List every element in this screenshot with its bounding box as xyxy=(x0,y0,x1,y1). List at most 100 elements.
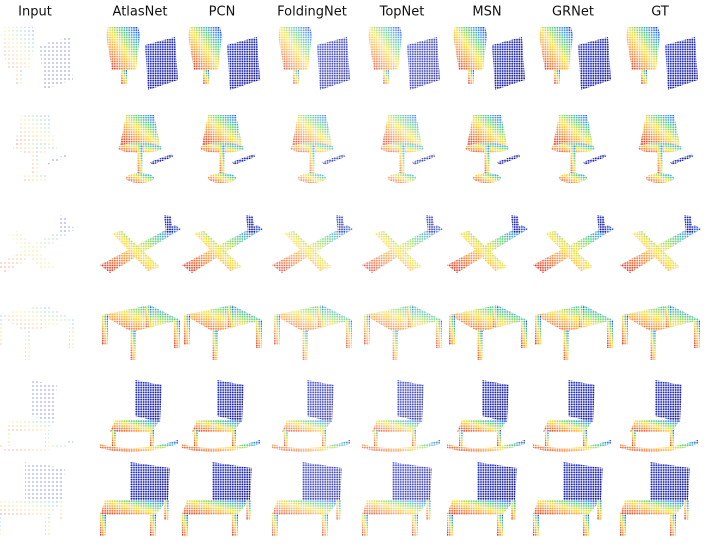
cloud-part xyxy=(646,173,674,183)
cloud-part xyxy=(202,115,242,145)
cloud-part xyxy=(447,440,525,453)
point-cloud xyxy=(362,215,443,273)
cloud-part xyxy=(364,305,442,332)
cloud-part xyxy=(45,430,49,446)
cloud-part xyxy=(554,70,560,84)
cloud-part xyxy=(467,115,507,145)
point-cloud xyxy=(182,462,252,536)
cloud-part xyxy=(219,145,225,177)
point-cloud xyxy=(620,215,701,273)
cloud-part xyxy=(670,154,693,165)
point-cloud xyxy=(272,215,353,273)
cloud-part xyxy=(322,430,326,446)
cloud-part xyxy=(684,215,693,233)
cloud-part xyxy=(272,440,350,453)
cloud-part xyxy=(21,173,49,183)
point-cloud xyxy=(0,462,65,536)
cloud-part xyxy=(665,37,698,90)
column-header: FoldingNet xyxy=(277,5,347,20)
cloud-part xyxy=(317,37,350,90)
cloud-part xyxy=(25,462,65,500)
cloud-part xyxy=(106,27,140,70)
cloud-part xyxy=(497,154,520,165)
point-cloud xyxy=(620,462,690,536)
column-header: Input xyxy=(18,5,52,20)
cloud-part xyxy=(468,70,474,84)
cloud-part xyxy=(459,430,463,446)
cloud-part xyxy=(150,154,173,165)
cloud-part xyxy=(535,315,541,345)
point-cloud xyxy=(368,27,440,90)
cloud-part xyxy=(570,145,576,177)
cloud-part xyxy=(399,145,405,177)
cloud-part xyxy=(533,514,539,536)
cloud-part xyxy=(459,231,507,271)
cloud-part xyxy=(457,420,507,432)
column-header: PCN xyxy=(209,5,236,20)
cloud-part xyxy=(30,380,57,422)
cloud-part xyxy=(32,145,38,177)
cloud-part xyxy=(130,330,136,360)
point-cloud xyxy=(182,215,263,273)
point-cloud xyxy=(539,27,611,90)
cloud-part xyxy=(194,231,242,271)
cloud-part xyxy=(620,514,626,536)
cloud-part xyxy=(670,514,676,536)
cloud-part xyxy=(563,462,603,500)
cloud-part xyxy=(407,37,440,90)
cloud-part xyxy=(227,37,260,90)
cloud-part xyxy=(274,305,352,332)
column-header: TopNet xyxy=(379,5,425,20)
cloud-part xyxy=(640,115,680,145)
cloud-part xyxy=(578,37,611,90)
cloud-part xyxy=(150,430,154,446)
cloud-part xyxy=(492,37,525,90)
cloud-part xyxy=(449,315,455,345)
cloud-part xyxy=(632,430,636,446)
point-cloud xyxy=(188,27,260,90)
cloud-part xyxy=(246,215,255,233)
point-cloud xyxy=(182,380,260,453)
cloud-part xyxy=(346,320,352,348)
cloud-part xyxy=(583,430,587,446)
column-header: MSN xyxy=(472,5,501,20)
cloud-part xyxy=(25,330,31,360)
point-cloud xyxy=(453,27,525,90)
point-cloud xyxy=(184,305,262,360)
point-cloud xyxy=(447,380,525,453)
cloud-part xyxy=(622,305,700,332)
cloud-part xyxy=(539,27,573,70)
cloud-part xyxy=(309,145,315,177)
cloud-part xyxy=(533,500,601,515)
column-header: GT xyxy=(651,5,669,20)
cloud-part xyxy=(182,500,250,515)
cloud-part xyxy=(100,514,106,536)
cloud-part xyxy=(126,173,154,183)
cloud-part xyxy=(694,320,700,348)
cloud-part xyxy=(184,315,190,345)
cloud-part xyxy=(447,500,515,515)
cloud-part xyxy=(511,215,520,233)
point-cloud xyxy=(535,305,613,360)
cloud-part xyxy=(16,70,22,84)
cloud-part xyxy=(45,514,51,536)
cloud-part xyxy=(650,330,656,360)
cloud-part xyxy=(112,231,160,271)
cloud-part xyxy=(535,305,613,332)
cloud-part xyxy=(282,420,332,432)
cloud-part xyxy=(449,305,527,332)
point-cloud xyxy=(272,462,342,536)
cloud-part xyxy=(372,420,422,432)
cloud-part xyxy=(568,380,595,422)
cloud-part xyxy=(493,306,498,328)
cloud-part xyxy=(188,27,222,70)
cloud-part xyxy=(41,306,46,328)
cloud-part xyxy=(545,430,549,446)
cloud-part xyxy=(0,225,76,273)
point-cloud xyxy=(290,115,345,183)
cloud-part xyxy=(59,500,64,520)
cloud-part xyxy=(121,70,127,84)
cloud-part xyxy=(426,500,431,520)
point-cloud xyxy=(380,115,435,183)
cloud-part xyxy=(145,37,178,90)
